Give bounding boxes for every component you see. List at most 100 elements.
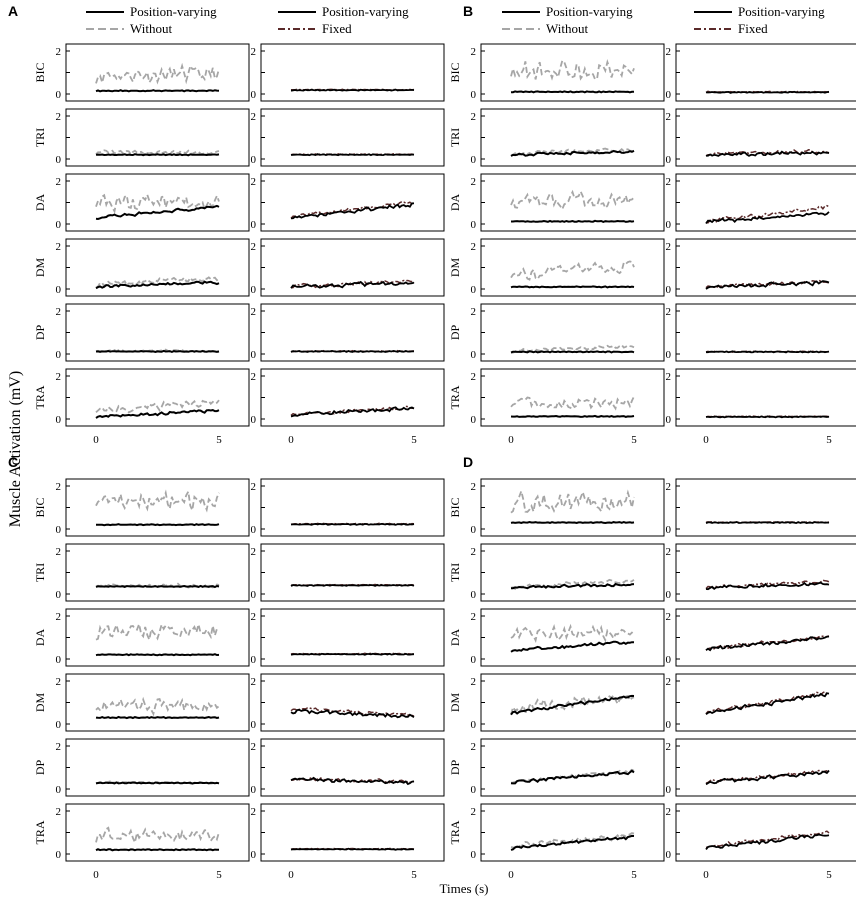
y-tick-label: 2 (56, 111, 62, 123)
series-position-varying-line (95, 153, 220, 157)
y-tick-label: 2 (471, 241, 477, 253)
y-tick-label: 0 (471, 284, 477, 296)
series-position-varying-line (510, 285, 635, 289)
legends: Position-varying Without Position-varying F… (86, 4, 825, 36)
subplot-A-right-tra: 02 (251, 368, 445, 427)
y-tick-label: 0 (251, 719, 257, 731)
subplot-C-left-da: 0 2 DA (33, 608, 250, 667)
series-position-varying-line (706, 415, 830, 419)
subplot-frame (65, 543, 250, 602)
subplot-B-right-dp: 02 (666, 303, 856, 362)
subplot-C-left-dp: 0 2 DP (33, 738, 250, 797)
subplot-C-left-tri: 0 2 TRI (33, 543, 250, 602)
subplot-B-right-tra: 02 (666, 368, 856, 427)
muscle-label-da: DA (33, 629, 47, 647)
y-tick-label: 2 (471, 611, 477, 623)
subplot-A-left-bic: 0 2 BIC (33, 43, 250, 102)
series-without-line (95, 276, 220, 289)
subplot-B-right-da: 02 (666, 173, 856, 232)
subplot-B-right-dm: 02 (666, 238, 856, 297)
series-position-varying-line (290, 708, 415, 719)
y-tick-label: 0 (471, 784, 477, 796)
series-position-varying-line (705, 692, 830, 716)
y-tick-label: 0 (471, 524, 477, 536)
subplot-frame (260, 478, 445, 537)
subplot-C-left-tra: 0 2 TRA (33, 803, 250, 862)
muscle-label-da: DA (33, 194, 47, 212)
subplot-frame (260, 608, 445, 667)
y-tick-label: 2 (56, 546, 62, 558)
series-without-line (510, 260, 635, 281)
subplot-frame (260, 738, 445, 797)
y-tick-label: 2 (471, 481, 477, 493)
muscle-label-dm: DM (448, 693, 462, 713)
x-tick-label: 0 (508, 434, 514, 446)
subplot-frame (480, 673, 665, 732)
subplot-C-left-bic: 0 2 BIC (33, 478, 250, 537)
muscle-label-dp: DP (33, 760, 47, 776)
subplot-frame (480, 608, 665, 667)
y-tick-label: 2 (251, 371, 257, 383)
subplot-D-left-tri: 0 2 TRI (448, 543, 665, 602)
y-tick-label: 2 (251, 806, 257, 818)
subplot-frame (675, 478, 856, 537)
series-position-varying-line (705, 521, 829, 525)
series-without-line (95, 62, 220, 86)
series-position-varying-line (290, 652, 415, 656)
subplot-A-left-da: 0 2 DA (33, 173, 250, 232)
panel-letter-D: D (463, 454, 473, 470)
subplot-frame (675, 608, 856, 667)
series-without-line (95, 149, 220, 157)
subplot-frame (260, 673, 445, 732)
series-position-varying-line (95, 584, 220, 589)
muscle-label-tri: TRI (33, 563, 47, 582)
y-tick-label: 0 (56, 219, 62, 231)
series-position-varying-line (290, 349, 415, 353)
series-position-varying-line (290, 847, 415, 851)
y-tick-label: 2 (471, 741, 477, 753)
y-tick-label: 0 (666, 654, 672, 666)
subplot-B-left-tra: 0 2 TRA (448, 368, 665, 427)
subplot-frame (260, 108, 445, 167)
y-tick-label: 0 (666, 219, 672, 231)
y-tick-label: 0 (666, 784, 672, 796)
y-tick-label: 2 (666, 676, 672, 688)
y-tick-label: 2 (251, 111, 257, 123)
muscle-label-tri: TRI (33, 128, 47, 147)
muscle-label-dp: DP (448, 325, 462, 341)
y-tick-label: 0 (471, 414, 477, 426)
subplot-frame (480, 478, 665, 537)
muscle-label-dp: DP (448, 760, 462, 776)
legend-label-position-varying: Position-varying (130, 4, 217, 19)
subplot-frame (480, 803, 665, 862)
subplot-D-right-bic: 02 (666, 478, 856, 537)
y-tick-label: 0 (56, 154, 62, 166)
y-tick-label: 2 (56, 176, 62, 188)
panel-letter-C: C (8, 454, 18, 470)
subplot-frame (480, 368, 665, 427)
legend-label-fixed: Fixed (738, 21, 768, 36)
series-position-varying-line (705, 769, 830, 786)
y-tick-label: 2 (666, 611, 672, 623)
series-without-line (510, 488, 635, 515)
series-without-line (95, 621, 220, 643)
y-tick-label: 0 (251, 784, 257, 796)
y-tick-label: 2 (666, 241, 672, 253)
y-tick-label: 2 (471, 306, 477, 318)
y-tick-label: 2 (666, 306, 672, 318)
x-tick-label: 5 (411, 434, 417, 446)
subplot-frame (260, 543, 445, 602)
y-tick-label: 2 (251, 241, 257, 253)
x-tick-label: 0 (288, 869, 294, 881)
series-fixed-line (290, 201, 415, 219)
y-tick-label: 0 (56, 589, 62, 601)
subplot-C-right-dm: 02 (251, 673, 445, 732)
y-tick-label: 2 (251, 46, 257, 58)
series-position-varying-line (290, 522, 415, 526)
y-tick-label: 2 (56, 611, 62, 623)
muscle-label-da: DA (448, 194, 462, 212)
muscle-label-tri: TRI (448, 128, 462, 147)
y-tick-label: 0 (471, 849, 477, 861)
y-tick-label: 0 (471, 89, 477, 101)
